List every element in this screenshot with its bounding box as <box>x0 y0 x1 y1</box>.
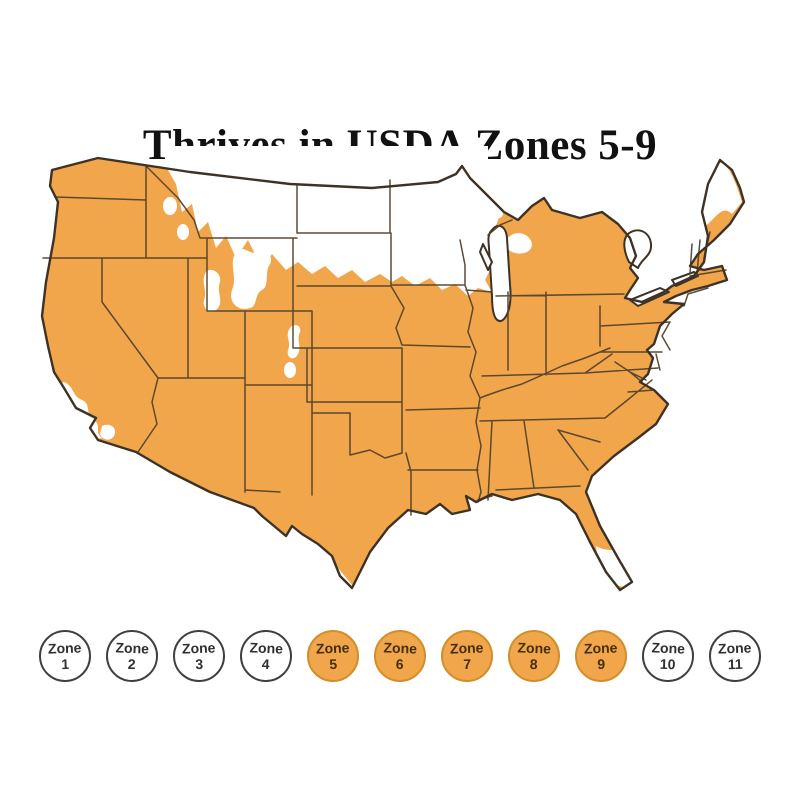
zone-badge-label: Zone <box>181 638 216 657</box>
lake-michigan <box>487 224 512 322</box>
zone-badge-number: 9 <box>597 655 606 672</box>
zone-badge-label: Zone <box>249 638 284 657</box>
zone-badge-number: 6 <box>395 655 404 672</box>
zone-3-badge: Zone 3 <box>172 629 226 683</box>
zone-8-badge: Zone 8 <box>507 629 561 683</box>
zone-7-badge: Zone 7 <box>440 629 494 683</box>
zone-9-badge: Zone 9 <box>574 629 628 683</box>
zone-4-badge: Zone 4 <box>239 629 293 683</box>
zone-badge-label: Zone <box>717 638 752 657</box>
zone-badge-label: Zone <box>315 638 350 657</box>
usa-map-svg <box>40 146 746 593</box>
zone-2-badge: Zone 2 <box>105 629 159 683</box>
zone-badge-number: 5 <box>329 655 338 672</box>
zone-badge-label: Zone <box>383 638 418 657</box>
zone-badge-number: 1 <box>61 655 70 672</box>
zone-5-badge: Zone 5 <box>306 629 360 683</box>
zone-badge-number: 8 <box>529 655 538 672</box>
zone-badge-number: 7 <box>463 655 472 672</box>
zone-1-badge: Zone 1 <box>38 629 92 683</box>
zone-badge-label: Zone <box>651 638 686 657</box>
thriving-region-fill <box>42 158 744 590</box>
state-borders <box>42 165 727 516</box>
zone-badge-number: 2 <box>127 655 136 672</box>
zone-badge-label: Zone <box>583 638 618 657</box>
zone-badge-label: Zone <box>115 638 150 657</box>
zone-legend: Zone 1 Zone 2 Zone 3 Zone 4 Zone 5 Zone 6 Zone 7 Zone 8… <box>0 629 800 683</box>
zone-badge-number: 3 <box>195 655 204 672</box>
zone-badge-number: 4 <box>261 655 270 672</box>
nation-outline <box>40 156 746 592</box>
green-bay <box>479 243 493 271</box>
zone-6-badge: Zone 6 <box>373 629 427 683</box>
zone-badge-number: 11 <box>727 655 743 672</box>
zone-badge-label: Zone <box>449 638 484 657</box>
zone-10-badge: Zone 10 <box>641 629 695 683</box>
zone-badge-label: Zone <box>517 638 552 657</box>
zone-badge-number: 10 <box>659 655 676 672</box>
zone-badge-label: Zone <box>47 638 82 657</box>
usa-hardiness-map <box>40 140 760 620</box>
zone-11-badge: Zone 11 <box>708 629 762 683</box>
